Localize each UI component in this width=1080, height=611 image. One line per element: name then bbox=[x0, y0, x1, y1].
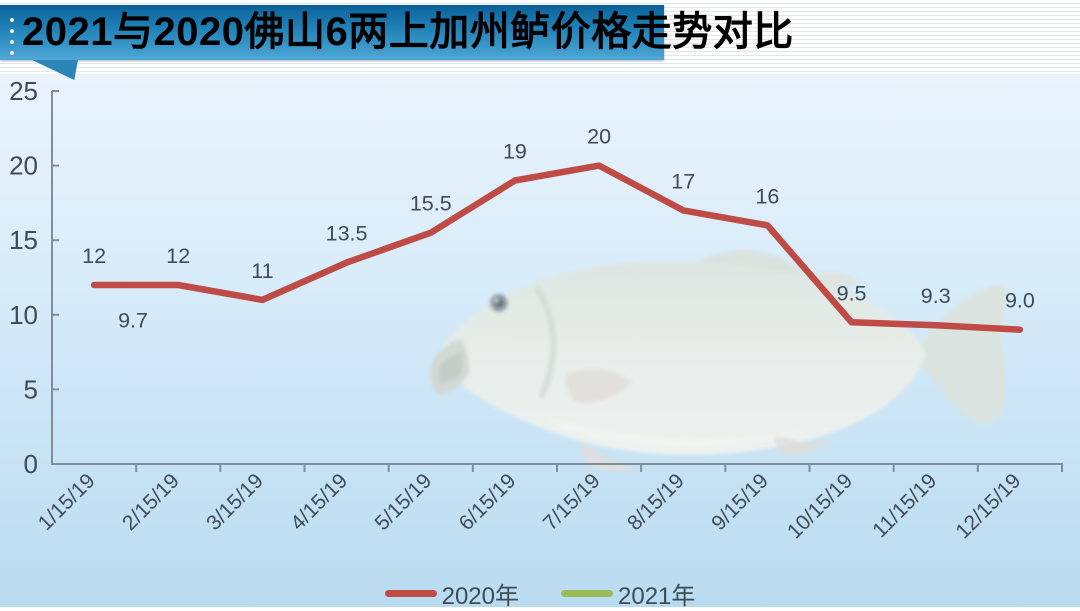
x-axis-label: 4/15/19 bbox=[286, 469, 352, 535]
legend-item-2020: 2020年 bbox=[384, 576, 519, 611]
y-tick-label: 5 bbox=[24, 374, 38, 404]
data-label: 12 bbox=[166, 244, 190, 268]
data-label: 17 bbox=[671, 169, 695, 193]
y-tick-label: 10 bbox=[9, 300, 38, 330]
data-label: 20 bbox=[587, 125, 611, 149]
x-axis-label: 11/15/19 bbox=[868, 469, 941, 542]
x-axis-label: 12/15/19 bbox=[951, 469, 1025, 543]
x-axis-label: 3/15/19 bbox=[202, 469, 268, 535]
fish-image bbox=[430, 250, 1008, 472]
data-label: 11 bbox=[251, 259, 273, 283]
y-tick-label: 15 bbox=[9, 225, 38, 255]
series-line-0 bbox=[90, 162, 1024, 333]
x-axis-label: 7/15/19 bbox=[539, 469, 605, 535]
data-label: 16 bbox=[755, 184, 779, 208]
x-axis-label: 10/15/19 bbox=[783, 469, 857, 543]
title-banner bbox=[0, 5, 664, 60]
data-label: 9.5 bbox=[837, 281, 867, 305]
page-title: 2021与2020佛山6两上加州鲈价格走势对比 bbox=[22, 10, 794, 54]
banner-dots bbox=[10, 18, 14, 55]
x-axis-label: 6/15/19 bbox=[455, 469, 521, 535]
data-label: 9.3 bbox=[921, 284, 951, 308]
data-label: 13.5 bbox=[326, 222, 368, 246]
legend-marker-2020 bbox=[384, 590, 437, 597]
chart-legend: 2020年 2021年 bbox=[0, 576, 1080, 611]
legend-item-2021: 2021年 bbox=[561, 576, 695, 611]
y-tick-label: 25 bbox=[9, 76, 38, 106]
data-label: 9.0 bbox=[1005, 289, 1035, 313]
x-axis-label: 8/15/19 bbox=[623, 469, 689, 535]
x-axis-label: 1/15/19 bbox=[34, 469, 100, 535]
x-axis-label: 5/15/19 bbox=[370, 469, 436, 535]
legend-label-2021: 2021年 bbox=[618, 583, 696, 610]
legend-label-2020: 2020年 bbox=[441, 583, 519, 610]
x-axis-label: 9/15/19 bbox=[707, 469, 773, 535]
y-tick-label: 20 bbox=[9, 151, 38, 181]
legend-marker-2021 bbox=[561, 590, 613, 597]
data-label: 15.5 bbox=[410, 192, 452, 216]
data-label: 12 bbox=[82, 244, 106, 268]
data-label: 19 bbox=[503, 140, 527, 164]
data-label: 9.7 bbox=[118, 308, 148, 332]
y-tick-label: 0 bbox=[24, 449, 38, 479]
axis bbox=[51, 91, 1063, 472]
x-axis-label: 2/15/19 bbox=[118, 469, 184, 535]
